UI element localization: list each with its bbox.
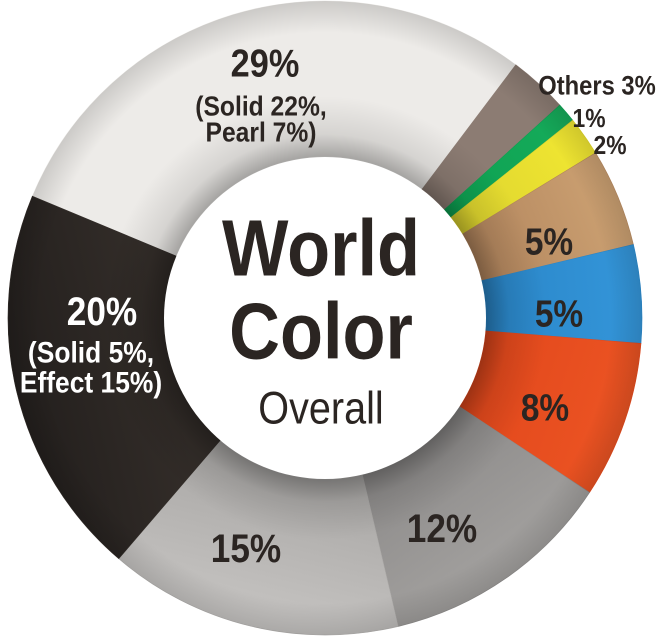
segment-labels: 29% (Solid 22%,Pearl 7%) Others 3% 1%2% 5% 5%… bbox=[20, 41, 656, 570]
label-others: Others 3% bbox=[538, 71, 655, 101]
label-silver: 15% bbox=[211, 526, 281, 571]
sublabel-black-line1: (Solid 5%, bbox=[28, 335, 154, 369]
label-beige: 5% bbox=[525, 221, 573, 263]
label-green: 1% bbox=[572, 105, 605, 134]
label-gray: 12% bbox=[407, 506, 477, 551]
sublabel-white-line1: (Solid 22%, bbox=[195, 90, 326, 122]
label-blue: 5% bbox=[535, 293, 583, 335]
label-red: 8% bbox=[521, 387, 569, 429]
center-subtitle: Overall bbox=[258, 383, 383, 433]
center-title-line1: World bbox=[222, 203, 420, 292]
sublabel-white-line2: Pearl 7%) bbox=[206, 116, 317, 148]
sublabel-black-line2: Effect 15%) bbox=[20, 365, 162, 399]
label-yellow: 2% bbox=[593, 132, 626, 161]
label-white: 29% bbox=[231, 41, 300, 85]
donut-center-disc bbox=[164, 157, 486, 479]
center-title-line2: Color bbox=[229, 286, 413, 375]
label-black: 20% bbox=[67, 289, 137, 334]
